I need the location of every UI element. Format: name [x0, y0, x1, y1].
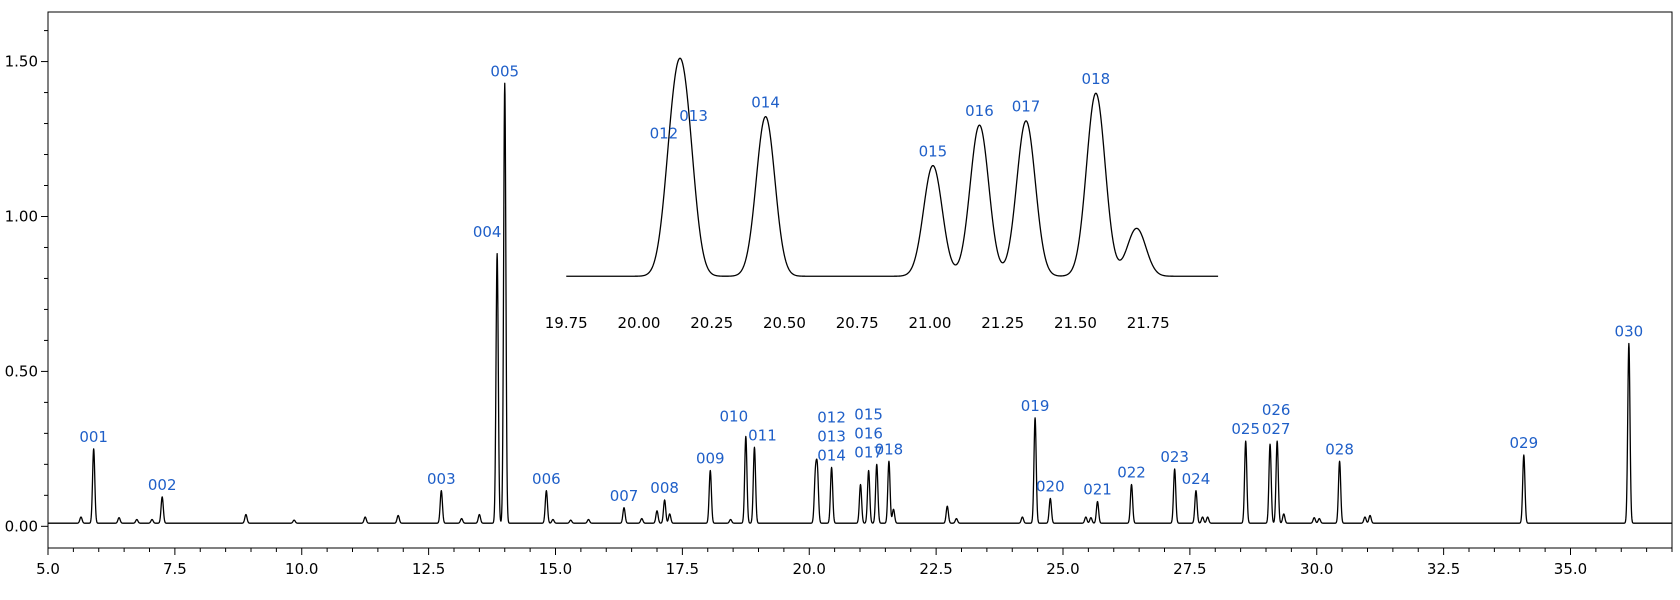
- inset-x-tick-label: 19.75: [545, 314, 588, 332]
- peak-label-007: 007: [610, 487, 639, 505]
- peak-label-003: 003: [427, 470, 456, 488]
- inset-zoom-chromatogram: 19.75 20.00 20.25 20.50 20.75 21.00 21.25 21.50…: [545, 57, 1219, 332]
- inset-x-tick-label: 21.75: [1127, 314, 1170, 332]
- inset-peak-label-018: 018: [1082, 70, 1111, 88]
- y-tick-label: 1.00: [5, 207, 38, 225]
- peak-label-006: 006: [532, 470, 561, 488]
- inset-peak-label-013: 013: [679, 107, 708, 125]
- x-tick-label: 27.5: [1173, 560, 1206, 578]
- main-chromatogram: 5.0 7.5 10.0 12.5 15.0 17.5 20.0 22.5 25.0 27.5 30…: [5, 11, 1673, 578]
- y-tick-label: 1.50: [5, 53, 38, 71]
- peak-label-014: 014: [817, 447, 846, 465]
- x-tick-label: 30.0: [1300, 560, 1333, 578]
- peak-label-016: 016: [854, 424, 883, 442]
- main-y-axis-ticks: 0.00 0.50 1.00 1.50: [5, 30, 48, 535]
- inset-x-axis-ticks: 19.75 20.00 20.25 20.50 20.75 21.00 21.25 21.50…: [545, 314, 1170, 332]
- x-tick-label: 12.5: [412, 560, 445, 578]
- peak-label-004: 004: [473, 223, 502, 241]
- x-tick-label: 5.0: [36, 560, 60, 578]
- peak-label-025: 025: [1231, 420, 1260, 438]
- peak-label-012: 012: [817, 409, 846, 427]
- main-trace-line: [47, 82, 1673, 524]
- main-x-axis-ticks: 5.0 7.5 10.0 12.5 15.0 17.5 20.0 22.5 25.0 27.5 30…: [36, 548, 1673, 578]
- x-tick-label: 15.0: [539, 560, 572, 578]
- x-tick-label: 10.0: [285, 560, 318, 578]
- peak-label-017: 017: [854, 443, 883, 461]
- peak-label-011: 011: [748, 426, 777, 444]
- peak-label-019: 019: [1021, 397, 1050, 415]
- inset-x-tick-label: 21.00: [909, 314, 952, 332]
- peak-label-013: 013: [817, 428, 846, 446]
- inset-x-tick-label: 20.75: [836, 314, 879, 332]
- peak-label-010: 010: [719, 408, 748, 426]
- peak-label-009: 009: [696, 450, 725, 468]
- peak-label-015: 015: [854, 405, 883, 423]
- x-tick-label: 32.5: [1427, 560, 1460, 578]
- inset-x-tick-label: 21.50: [1054, 314, 1097, 332]
- inset-peak-label-012: 012: [650, 124, 679, 142]
- peak-label-018: 018: [875, 440, 904, 458]
- inset-x-tick-label: 20.25: [690, 314, 733, 332]
- inset-peak-label-017: 017: [1012, 98, 1041, 116]
- peak-label-021: 021: [1083, 481, 1112, 499]
- x-tick-label: 35.0: [1554, 560, 1587, 578]
- inset-x-tick-label: 20.50: [763, 314, 806, 332]
- inset-trace-line: [565, 57, 1219, 277]
- peak-label-026: 026: [1262, 401, 1291, 419]
- peak-label-008: 008: [650, 479, 679, 497]
- inset-x-tick-label: 21.25: [981, 314, 1024, 332]
- plot-frame: [47, 11, 1673, 549]
- y-tick-label: 0.00: [5, 517, 38, 535]
- x-tick-label: 25.0: [1046, 560, 1079, 578]
- inset-peak-label-016: 016: [965, 102, 994, 120]
- inset-peak-label-014: 014: [751, 93, 780, 111]
- peak-label-029: 029: [1509, 434, 1538, 452]
- peak-label-022: 022: [1117, 464, 1146, 482]
- main-axes: [47, 11, 1673, 549]
- peak-label-023: 023: [1160, 448, 1189, 466]
- inset-x-tick-label: 20.00: [618, 314, 661, 332]
- peak-label-027: 027: [1262, 420, 1291, 438]
- peak-label-001: 001: [79, 428, 108, 446]
- peak-label-030: 030: [1615, 323, 1644, 341]
- x-tick-label: 7.5: [163, 560, 187, 578]
- y-tick-label: 0.50: [5, 362, 38, 380]
- peak-label-024: 024: [1182, 470, 1211, 488]
- x-tick-label: 17.5: [666, 560, 699, 578]
- peak-label-028: 028: [1325, 440, 1354, 458]
- peak-label-005: 005: [490, 62, 519, 80]
- peak-label-002: 002: [148, 476, 177, 494]
- x-tick-label: 22.5: [919, 560, 952, 578]
- inset-peak-label-015: 015: [919, 142, 948, 160]
- x-tick-label: 20.0: [793, 560, 826, 578]
- peak-label-020: 020: [1036, 478, 1065, 496]
